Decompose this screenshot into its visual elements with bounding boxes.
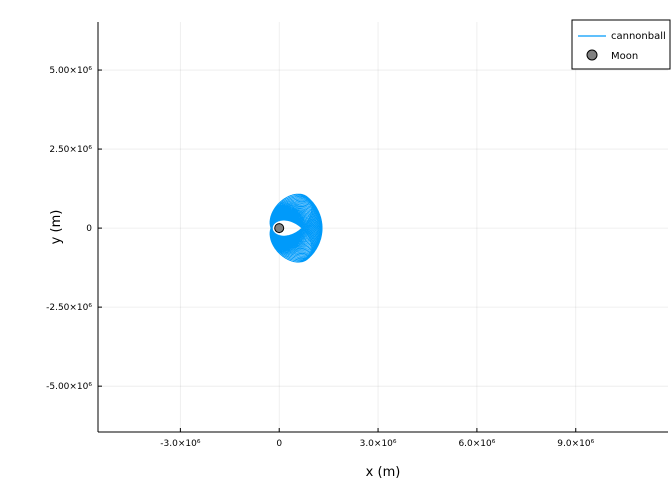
x-tick-label: 6.0×10⁶ xyxy=(458,439,495,449)
y-tick-label: 5.00×10⁶ xyxy=(49,66,92,76)
y-tick-label: -5.00×10⁶ xyxy=(46,382,92,392)
legend-box xyxy=(571,19,671,70)
y-tick-label: 2.50×10⁶ xyxy=(49,145,92,155)
grid-lines xyxy=(98,22,668,432)
x-ticks: -3.0×10⁶ 0 3.0×10⁶ 6.0×10⁶ 9.0×10⁶ xyxy=(160,428,595,449)
x-axis-title: x (m) xyxy=(366,465,401,480)
y-tick-label: -2.50×10⁶ xyxy=(46,303,92,313)
legend: cannonball Moon xyxy=(571,19,671,70)
legend-cannonball-label: cannonball xyxy=(611,31,666,42)
x-tick-label: -3.0×10⁶ xyxy=(160,439,201,449)
y-ticks: -5.00×10⁶ -2.50×10⁶ 0 2.50×10⁶ 5.00×10⁶ xyxy=(46,66,102,392)
x-tick-label: 9.0×10⁶ xyxy=(557,439,594,449)
legend-moon-marker xyxy=(586,49,598,61)
axes xyxy=(97,22,668,433)
x-tick-label: 3.0×10⁶ xyxy=(360,439,397,449)
cannonball-trajectory xyxy=(269,193,323,263)
series-layer xyxy=(269,193,323,263)
x-tick-label: 0 xyxy=(276,439,282,449)
y-axis-title: y (m) xyxy=(49,210,64,245)
legend-moon-label: Moon xyxy=(611,51,638,62)
y-tick-label: 0 xyxy=(86,224,92,234)
moon-marker xyxy=(274,223,285,234)
